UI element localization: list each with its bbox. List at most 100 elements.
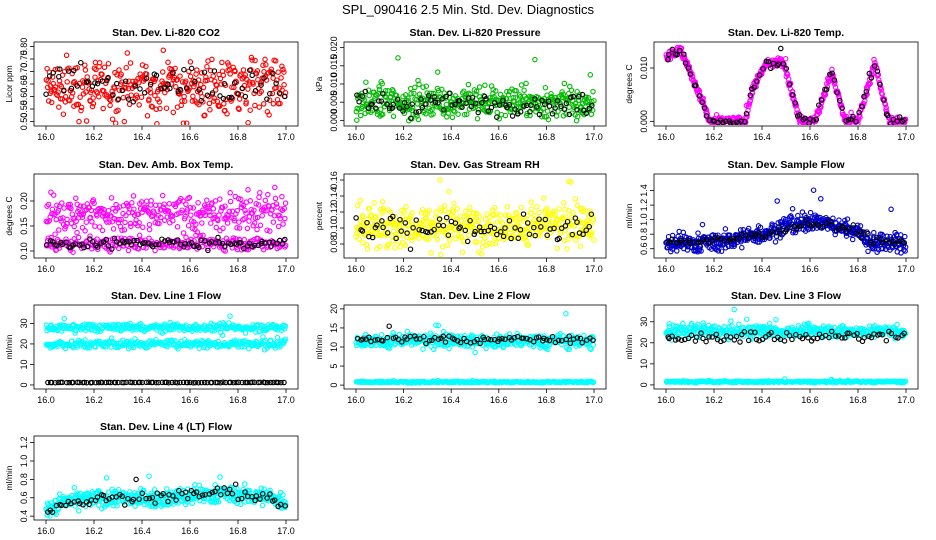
data-point <box>231 215 237 222</box>
x-tick-label: 16.8 <box>538 264 556 274</box>
y-axis-label: Licor ppm <box>4 65 14 102</box>
data-point <box>239 343 245 350</box>
data-point <box>587 208 594 214</box>
data-point <box>270 70 276 77</box>
data-point <box>214 379 221 386</box>
chart-panel: Stan. Dev. Amb. Box Temp.16.0 16.2 16.4 16.… <box>4 159 299 274</box>
data-point <box>196 87 202 93</box>
data-point <box>866 70 873 77</box>
data-point <box>566 346 573 352</box>
data-point <box>706 240 712 246</box>
data-point <box>183 120 190 125</box>
data-point <box>78 59 84 66</box>
data-point <box>463 100 469 106</box>
data-point <box>830 76 837 82</box>
data-point <box>159 192 166 199</box>
data-point <box>448 232 454 238</box>
data-point <box>220 225 226 232</box>
data-point <box>365 87 372 93</box>
data-point <box>54 92 60 98</box>
data-point <box>469 332 475 338</box>
data-point <box>159 69 166 75</box>
data-point <box>125 96 132 102</box>
figure-title: SPL_090416 2.5 Min. Std. Dev. Diagnostic… <box>342 2 594 17</box>
data-point <box>194 229 201 235</box>
data-point <box>107 102 113 109</box>
data-point <box>408 115 414 122</box>
data-point <box>180 120 187 125</box>
data-point <box>282 323 289 329</box>
data-point <box>696 93 703 99</box>
data-point <box>665 56 671 63</box>
x-tick-label: 16.6 <box>490 132 508 142</box>
data-point <box>888 206 894 213</box>
data-point <box>71 223 77 230</box>
data-point <box>423 111 429 117</box>
data-point <box>376 98 382 104</box>
x-tick-label: 16.6 <box>181 264 199 274</box>
x-tick-label: 16.4 <box>753 132 771 142</box>
data-point <box>150 379 156 386</box>
data-point <box>198 70 205 76</box>
data-point <box>143 75 150 82</box>
data-point <box>573 237 579 243</box>
data-point <box>401 209 407 215</box>
data-point <box>441 107 447 113</box>
data-point <box>727 236 734 243</box>
data-point <box>209 90 216 96</box>
data-point <box>138 6 142 10</box>
data-point <box>562 223 569 229</box>
data-point <box>520 211 527 217</box>
data-point <box>143 379 150 386</box>
data-point <box>369 234 376 241</box>
data-point <box>258 82 264 88</box>
data-point <box>565 236 571 243</box>
data-point <box>170 69 176 76</box>
data-point <box>701 105 708 111</box>
data-point <box>404 336 410 342</box>
data-point <box>770 60 777 67</box>
y-tick-label: 30 <box>19 318 29 328</box>
data-point <box>227 198 234 205</box>
data-point <box>722 245 729 251</box>
data-point <box>591 237 597 243</box>
data-point <box>226 208 233 215</box>
data-point <box>822 86 828 93</box>
data-point <box>238 240 244 246</box>
data-point <box>568 179 574 185</box>
data-point <box>458 217 465 224</box>
x-tick-label: 17.0 <box>897 132 915 142</box>
data-point <box>574 202 581 209</box>
data-point <box>551 225 557 232</box>
data-point <box>782 55 789 62</box>
data-point <box>484 211 490 217</box>
data-point <box>538 224 544 230</box>
data-point <box>187 59 194 65</box>
data-point <box>494 211 500 217</box>
chart-title: Stan. Dev. Li-820 Temp. <box>728 27 844 39</box>
data-point <box>276 90 283 96</box>
y-tick-label: 0 <box>329 383 339 388</box>
data-point <box>561 237 568 244</box>
data-point <box>506 102 513 108</box>
data-point <box>89 238 96 245</box>
data-point <box>220 379 226 386</box>
data-point <box>901 117 907 123</box>
data-point <box>163 379 170 386</box>
data-point <box>396 105 403 111</box>
data-point <box>813 116 820 123</box>
data-point <box>861 93 867 100</box>
data-point <box>877 84 884 90</box>
data-point <box>83 118 90 124</box>
data-point <box>205 245 211 251</box>
y-axis-label: degrees C <box>4 196 14 235</box>
data-point <box>68 85 75 92</box>
data-point <box>669 232 676 239</box>
data-point <box>464 238 471 245</box>
data-point <box>107 17 111 21</box>
data-point <box>176 210 182 216</box>
data-point <box>282 200 289 206</box>
data-point <box>379 199 386 205</box>
data-point <box>105 74 111 81</box>
data-point <box>409 237 415 244</box>
